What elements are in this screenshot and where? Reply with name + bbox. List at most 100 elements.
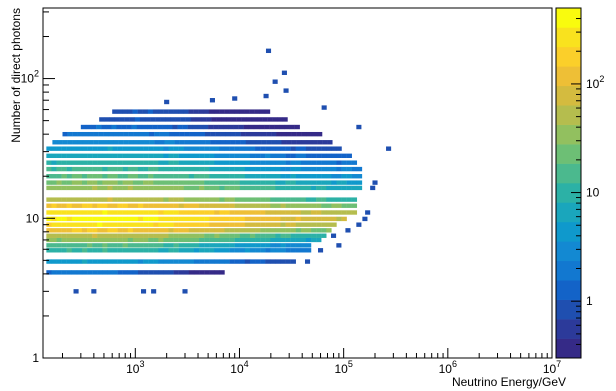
heatmap-bin	[188, 248, 195, 253]
heatmap-bin	[295, 174, 302, 179]
heatmap-bin	[137, 243, 144, 248]
heatmap-bin	[66, 228, 72, 233]
heatmap-bin	[66, 216, 72, 222]
heatmap-bin	[204, 222, 210, 227]
x-axis: 103 104 105 106 107	[61, 348, 561, 376]
heatmap-bin	[197, 124, 204, 130]
heatmap-bin	[51, 216, 57, 222]
heatmap-bin	[132, 210, 139, 215]
heatmap-bin	[132, 203, 139, 208]
heatmap-bin	[46, 259, 52, 264]
heatmap-bin	[214, 197, 220, 202]
heatmap-bin	[132, 216, 139, 222]
heatmap-bin	[104, 117, 110, 122]
heatmap-bin	[183, 237, 190, 243]
heatmap-bin	[282, 117, 288, 122]
heatmap-bin	[220, 131, 226, 137]
plot-area	[42, 7, 553, 359]
heatmap-bin	[102, 222, 108, 227]
heatmap-bin	[178, 174, 184, 179]
heatmap-bin	[92, 210, 98, 215]
heatmap-bin	[300, 185, 307, 191]
heatmap-bin	[127, 243, 134, 248]
heatmap-bin	[158, 222, 164, 227]
heatmap-bin	[346, 210, 352, 215]
heatmap-bin	[112, 160, 118, 165]
heatmap-bin	[167, 124, 173, 130]
heatmap-bin	[81, 222, 88, 227]
heatmap-bin	[249, 109, 255, 114]
heatmap-bin	[224, 185, 230, 191]
heatmap-bin	[91, 289, 97, 294]
heatmap-bin	[81, 180, 88, 185]
heatmap-bin	[76, 180, 83, 185]
heatmap-bin	[168, 166, 174, 172]
heatmap-bin	[76, 153, 83, 159]
colorbar-segment	[556, 66, 581, 87]
heatmap-bin	[92, 197, 98, 202]
heatmap-bin	[280, 203, 286, 208]
heatmap-bin	[249, 210, 256, 215]
heatmap-bin	[102, 146, 108, 151]
heatmap-bin	[199, 228, 205, 233]
heatmap-bin	[56, 228, 62, 233]
heatmap-bin	[326, 185, 332, 191]
heatmap-bin	[158, 109, 164, 114]
heatmap-bin	[255, 180, 261, 185]
heatmap-bin	[190, 117, 197, 122]
heatmap-bin	[141, 289, 147, 294]
heatmap-bin	[239, 197, 246, 202]
heatmap-bin	[255, 228, 261, 233]
heatmap-bin	[249, 228, 256, 233]
colorbar-tick-label: 1	[586, 294, 593, 308]
heatmap-bin	[127, 203, 134, 208]
colorbar-segment	[556, 105, 581, 125]
heatmap-bin	[173, 222, 179, 227]
heatmap-bin	[178, 160, 184, 165]
heatmap-bin	[311, 233, 317, 238]
heatmap-bin	[82, 131, 89, 137]
heatmap-bin	[260, 180, 266, 185]
heatmap-bin	[229, 248, 235, 253]
heatmap-bin	[253, 124, 260, 130]
heatmap-bin	[301, 140, 308, 145]
heatmap-bin	[51, 259, 57, 264]
heatmap-bin	[193, 216, 200, 222]
heatmap-bin	[214, 243, 220, 248]
heatmap-bin	[356, 166, 363, 172]
heatmap-bin	[168, 248, 174, 253]
heatmap-bin	[305, 160, 312, 165]
heatmap-bin	[305, 233, 312, 238]
heatmap-bin	[290, 153, 296, 159]
heatmap-bin	[295, 203, 302, 208]
heatmap-bin	[66, 210, 72, 215]
heatmap-bin	[351, 203, 358, 208]
heatmap-bin	[249, 237, 256, 243]
heatmap-bin	[219, 228, 225, 233]
heatmap-bin	[96, 124, 102, 130]
heatmap-bin	[46, 180, 52, 185]
heatmap-bin	[283, 88, 289, 93]
heatmap-bin	[122, 146, 128, 151]
heatmap-bin	[261, 140, 267, 145]
heatmap-bin	[204, 210, 210, 215]
heatmap-bin	[122, 197, 128, 202]
heatmap-bin	[311, 237, 317, 243]
heatmap-bin	[188, 216, 195, 222]
heatmap-bin	[81, 216, 88, 222]
heatmap-bin	[219, 174, 225, 179]
heatmap-bin	[122, 233, 128, 238]
heatmap-bin	[311, 210, 317, 215]
heatmap-bin	[280, 248, 286, 253]
heatmap-bin	[193, 222, 200, 227]
heatmap-bin	[239, 180, 246, 185]
heatmap-bin	[295, 146, 302, 151]
heatmap-bin	[229, 160, 235, 165]
heatmap-bin	[295, 166, 302, 172]
heatmap-bin	[122, 259, 128, 264]
heatmap-bin	[51, 203, 57, 208]
heatmap-bin	[137, 197, 144, 202]
heatmap-bin	[271, 131, 277, 137]
heatmap-bin	[76, 248, 83, 253]
heatmap-bin	[127, 166, 134, 172]
